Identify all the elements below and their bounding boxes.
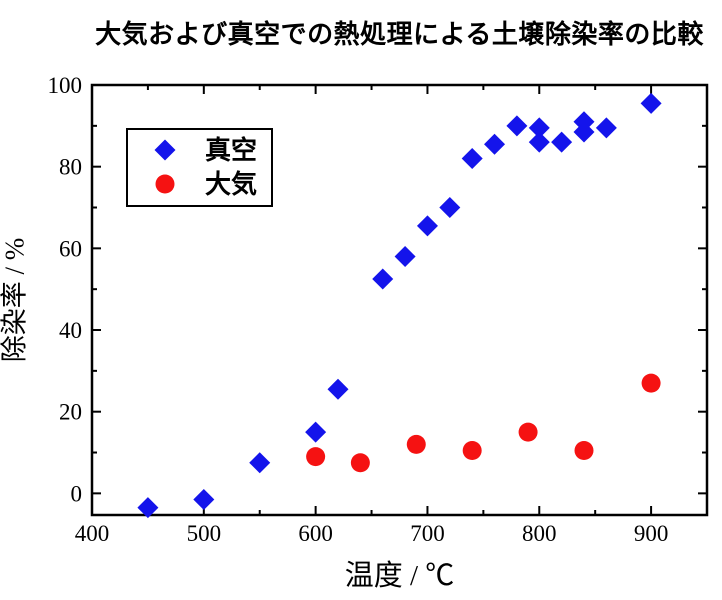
plot-frame (90, 83, 709, 517)
y-tick-label: 60 (59, 236, 82, 261)
data-point-series-0 (372, 268, 394, 290)
x-tick-label: 400 (75, 521, 110, 546)
y-tick-label: 20 (59, 400, 82, 425)
x-tick-label: 700 (410, 521, 445, 546)
chart-title: 大気および真空での熱処理による土壌除染率の比較 (95, 19, 704, 49)
x-axis-label: 温度 / ℃ (344, 560, 455, 592)
x-tick-label: 900 (634, 521, 669, 546)
data-point-series-0 (506, 115, 528, 137)
data-point-series-0 (249, 452, 271, 474)
data-point-series-0 (484, 133, 506, 155)
legend-label-0: 真空 (205, 135, 257, 165)
data-point-series-0 (416, 215, 438, 237)
data-point-series-0 (461, 148, 483, 170)
data-point-series-0 (573, 111, 595, 133)
y-tick-label: 40 (59, 318, 82, 343)
data-point-series-0 (327, 378, 349, 400)
x-tick-label: 600 (298, 521, 333, 546)
data-point-series-0 (595, 117, 617, 139)
data-point-series-1 (518, 422, 538, 442)
data-point-series-0 (193, 488, 215, 510)
data-point-series-1 (306, 447, 326, 467)
legend-label-1: 大気 (205, 169, 257, 199)
data-point-series-0 (305, 421, 327, 443)
data-point-series-1 (641, 373, 661, 393)
legend-marker-1 (155, 174, 175, 194)
data-point-series-0 (137, 497, 159, 519)
y-tick-label: 80 (59, 155, 82, 180)
data-point-series-0 (394, 246, 416, 268)
legend-box (126, 128, 273, 207)
data-point-series-0 (439, 197, 461, 219)
data-point-series-1 (406, 434, 426, 454)
data-point-series-1 (350, 453, 370, 473)
data-point-series-1 (462, 440, 482, 460)
data-point-series-0 (528, 131, 550, 153)
data-point-series-1 (574, 440, 594, 460)
y-axis-label: 除染率 / % (0, 237, 30, 363)
y-tick-label: 100 (48, 73, 83, 98)
data-point-series-0 (551, 131, 573, 153)
data-point-series-0 (640, 92, 662, 114)
legend-marker-0 (154, 139, 176, 161)
data-point-series-0 (528, 117, 550, 139)
y-tick-label: 0 (71, 481, 83, 506)
x-tick-label: 500 (187, 521, 222, 546)
x-tick-label: 800 (522, 521, 557, 546)
